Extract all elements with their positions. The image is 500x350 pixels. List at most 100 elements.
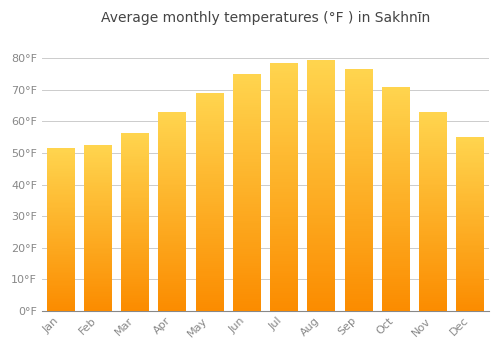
Bar — [382, 122, 409, 125]
Bar — [196, 156, 224, 158]
Bar — [84, 266, 112, 268]
Bar — [196, 145, 224, 147]
Bar — [456, 191, 484, 193]
Bar — [196, 126, 224, 128]
Bar — [344, 115, 372, 118]
Bar — [158, 197, 186, 199]
Bar — [158, 172, 186, 174]
Bar — [196, 263, 224, 265]
Bar — [270, 279, 298, 281]
Bar — [121, 225, 149, 227]
Bar — [84, 286, 112, 287]
Bar — [456, 309, 484, 310]
Bar — [121, 273, 149, 275]
Bar — [308, 158, 336, 160]
Bar — [84, 228, 112, 230]
Bar — [344, 277, 372, 279]
Bar — [158, 289, 186, 291]
Bar — [233, 225, 261, 228]
Bar — [233, 103, 261, 105]
Bar — [158, 186, 186, 188]
Bar — [196, 222, 224, 224]
Bar — [121, 216, 149, 218]
Bar — [456, 233, 484, 234]
Bar — [233, 292, 261, 294]
Bar — [121, 266, 149, 268]
Bar — [196, 195, 224, 197]
Bar — [308, 205, 336, 208]
Bar — [308, 260, 336, 263]
Bar — [419, 134, 447, 136]
Bar — [456, 163, 484, 165]
Bar — [382, 161, 409, 163]
Bar — [344, 270, 372, 272]
Bar — [344, 152, 372, 154]
Bar — [382, 134, 409, 136]
Bar — [46, 236, 74, 238]
Bar — [456, 151, 484, 153]
Bar — [46, 264, 74, 265]
Bar — [456, 262, 484, 264]
Bar — [419, 126, 447, 128]
Bar — [84, 281, 112, 282]
Bar — [233, 145, 261, 147]
Bar — [270, 110, 298, 113]
Bar — [344, 222, 372, 224]
Bar — [196, 211, 224, 213]
Bar — [233, 117, 261, 119]
Bar — [158, 160, 186, 162]
Bar — [270, 88, 298, 90]
Bar — [308, 122, 336, 125]
Bar — [456, 279, 484, 281]
Bar — [382, 234, 409, 237]
Bar — [456, 239, 484, 241]
Bar — [196, 256, 224, 258]
Bar — [233, 261, 261, 263]
Bar — [419, 263, 447, 265]
Bar — [456, 292, 484, 293]
Bar — [308, 88, 336, 90]
Bar — [84, 306, 112, 307]
Bar — [46, 166, 74, 168]
Bar — [121, 262, 149, 264]
Bar — [84, 182, 112, 183]
Bar — [121, 197, 149, 198]
Bar — [344, 262, 372, 265]
Bar — [344, 291, 372, 294]
Bar — [84, 233, 112, 234]
Bar — [84, 304, 112, 306]
Bar — [270, 76, 298, 78]
Bar — [382, 136, 409, 138]
Bar — [456, 229, 484, 231]
Bar — [233, 93, 261, 96]
Bar — [46, 205, 74, 207]
Bar — [158, 249, 186, 251]
Bar — [158, 122, 186, 124]
Bar — [382, 239, 409, 241]
Bar — [270, 155, 298, 157]
Bar — [158, 189, 186, 191]
Bar — [84, 231, 112, 233]
Bar — [196, 304, 224, 306]
Bar — [382, 223, 409, 225]
Bar — [196, 215, 224, 217]
Bar — [270, 108, 298, 110]
Bar — [233, 133, 261, 136]
Bar — [233, 183, 261, 185]
Bar — [382, 252, 409, 255]
Bar — [344, 265, 372, 267]
Bar — [270, 199, 298, 202]
Bar — [419, 189, 447, 191]
Bar — [344, 82, 372, 84]
Bar — [46, 220, 74, 221]
Bar — [196, 163, 224, 165]
Bar — [196, 167, 224, 169]
Bar — [233, 303, 261, 306]
Bar — [46, 148, 74, 150]
Bar — [84, 287, 112, 289]
Bar — [84, 259, 112, 261]
Bar — [382, 156, 409, 159]
Bar — [46, 158, 74, 160]
Bar — [46, 254, 74, 256]
Bar — [46, 192, 74, 194]
